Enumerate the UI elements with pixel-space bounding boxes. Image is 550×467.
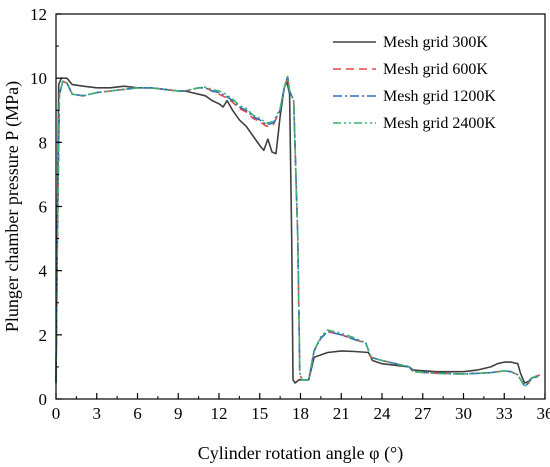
x-tick-label: 24 [374,404,392,423]
x-tick-label: 6 [133,404,142,423]
y-tick-label: 8 [39,133,48,152]
y-tick-label: 10 [30,69,47,88]
x-tick-label: 3 [93,404,102,423]
y-tick-label: 12 [30,5,47,24]
x-tick-label: 36 [537,404,550,423]
x-tick-label: 18 [292,404,309,423]
legend-label: Mesh grid 300K [383,34,488,51]
y-tick-label: 6 [39,198,48,217]
series-layer [55,75,540,387]
y-tick-label: 0 [39,390,48,409]
legend-label: Mesh grid 1200K [383,88,496,105]
legend-label: Mesh grid 600K [383,61,488,78]
x-tick-label: 33 [496,404,513,423]
legend: Mesh grid 300K Mesh grid 600K Mesh grid 12… [333,34,496,132]
x-tick-label: 12 [211,404,228,423]
x-tick-label: 9 [174,404,183,423]
legend-label: Mesh grid 2400K [383,115,496,132]
y-axis-title: Plunger chamber pressure P (MPa) [2,81,23,332]
series-line-4 [55,75,540,387]
x-tick-label: 21 [333,404,350,423]
x-tick-label: 0 [52,404,61,423]
x-tick-label: 30 [455,404,472,423]
x-axis-title: Cylinder rotation angle φ (°) [198,443,404,464]
x-tick-label: 15 [251,404,268,423]
y-tick-label: 4 [39,262,48,281]
y-tick-label: 2 [39,326,48,345]
x-tick-label: 27 [414,404,432,423]
